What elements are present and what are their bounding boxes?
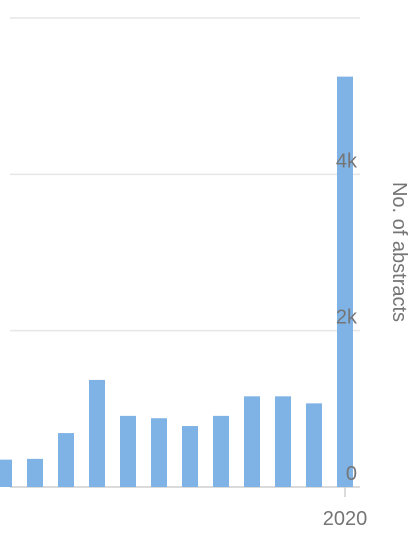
y-tick-label: 0 (346, 463, 357, 485)
bar (58, 433, 74, 487)
bar (151, 418, 167, 487)
bar (27, 458, 43, 487)
bar (244, 396, 260, 487)
bar (182, 426, 198, 487)
bar (306, 403, 322, 487)
y-tick-label: 4k (336, 150, 358, 172)
bar (337, 76, 353, 487)
y-tick-label: 2k (336, 307, 358, 329)
x-tick-label: 2020 (323, 508, 368, 530)
y-axis-label: No. of abstracts (388, 182, 410, 322)
bar (213, 415, 229, 487)
bar (120, 415, 136, 487)
bar (0, 459, 12, 487)
bar (275, 396, 291, 487)
bar (89, 379, 105, 487)
